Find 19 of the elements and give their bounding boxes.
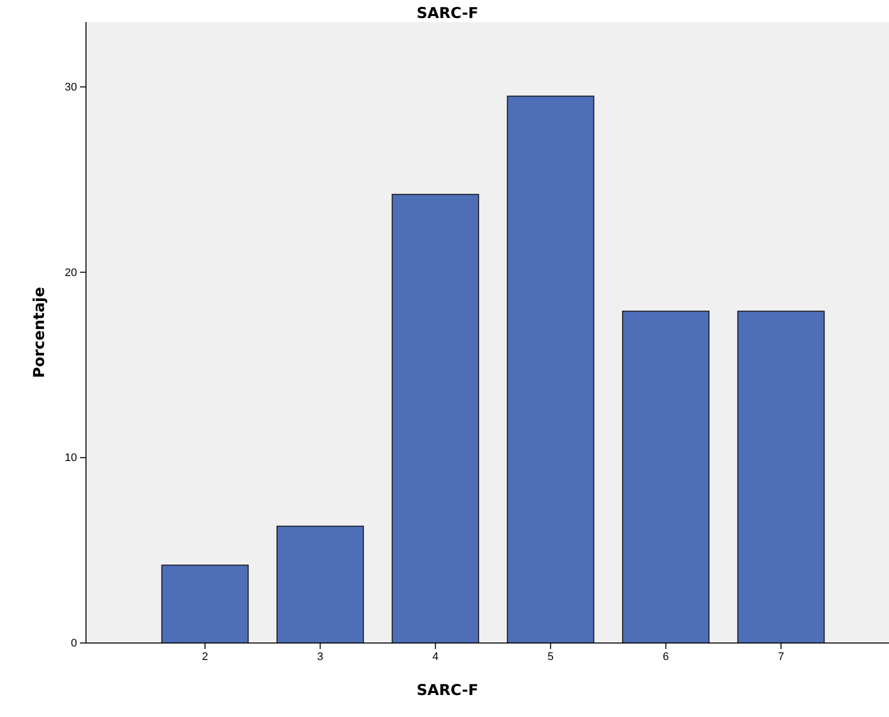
x-axis-title: SARC-F: [416, 681, 478, 699]
y-tick-label: 30: [64, 81, 77, 94]
bar: [622, 310, 710, 644]
x-tick-label: 2: [202, 650, 208, 663]
y-tick-label: 10: [64, 452, 77, 464]
bar: [392, 194, 480, 644]
bar: [161, 564, 249, 644]
x-tick-label: 7: [778, 650, 784, 663]
bar: [506, 96, 594, 644]
x-tick-label: 5: [548, 650, 554, 663]
y-tick-label: 0: [70, 638, 77, 650]
x-tick-label: 4: [432, 650, 438, 663]
bar: [737, 310, 825, 644]
y-axis-title: Porcentaje: [30, 286, 48, 378]
x-tick-label: 6: [662, 650, 669, 663]
x-tick-label: 3: [317, 650, 324, 663]
y-tick-label: 20: [64, 266, 77, 279]
chart-title: SARC-F: [416, 4, 478, 22]
bar: [276, 526, 364, 644]
